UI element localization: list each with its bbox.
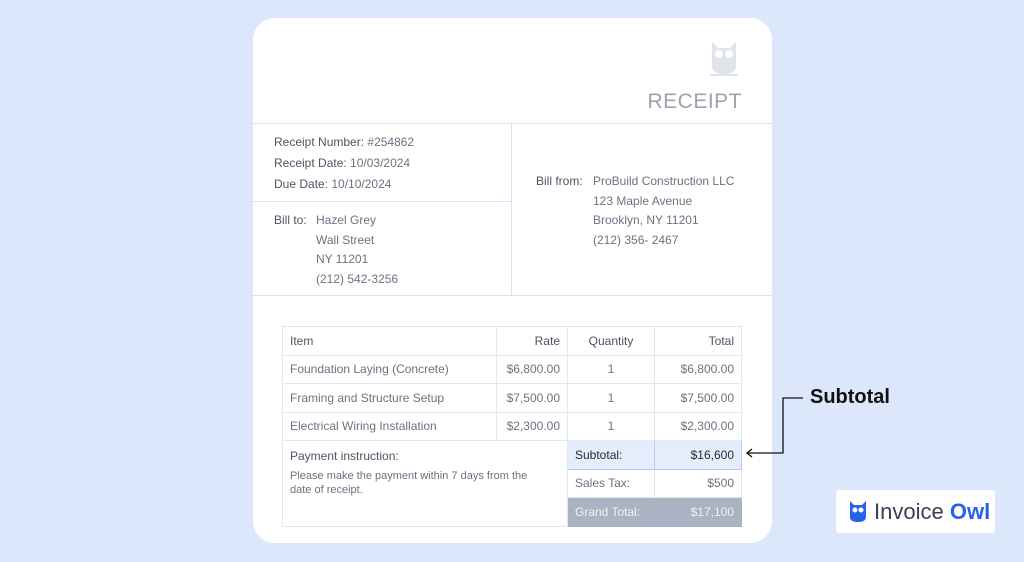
total: $7,500.00 — [654, 383, 742, 413]
item: Framing and Structure Setup — [282, 383, 497, 413]
payment-instruction: Payment instruction: Please make the pay… — [282, 440, 568, 527]
annotation-label: Subtotal — [810, 386, 890, 408]
table-row: Foundation Laying (Concrete) $6,800.00 1 $6… — [282, 354, 742, 384]
receipt-number: #254862 — [367, 135, 415, 149]
bill-to-line: Hazel Grey — [316, 213, 377, 227]
receipt-info: Receipt Number: #254862 Receipt Date: 10… — [253, 123, 512, 296]
receipt-card: RECEIPT Receipt Number: #254862 Receipt … — [253, 18, 772, 543]
grand-total-value: $17,100 — [654, 497, 742, 527]
rate: $6,800.00 — [496, 354, 568, 384]
bill-from-line: ProBuild Construction LLC — [593, 174, 735, 188]
subtotal-value: $16,600 — [654, 440, 742, 470]
due-date-label: Due Date: — [274, 177, 329, 191]
bill-from: Bill from: ProBuild Construction LLC 123… — [512, 123, 772, 296]
bill-to-line: (212) 542-3256 — [316, 272, 399, 286]
divider — [253, 201, 512, 202]
item: Electrical Wiring Installation — [282, 411, 497, 441]
receipt-title: RECEIPT — [647, 90, 742, 113]
payment-title: Payment instruction: — [290, 449, 399, 463]
total: $6,800.00 — [654, 354, 742, 384]
owl-logo-icon — [850, 500, 866, 522]
col-quantity: Quantity — [567, 326, 655, 356]
table-row: Electrical Wiring Installation $2,300.00 1… — [282, 411, 742, 441]
quantity: 1 — [567, 354, 655, 384]
rate: $2,300.00 — [496, 411, 568, 441]
table-row: Framing and Structure Setup $7,500.00 1 $7,… — [282, 383, 742, 413]
brand-name-a: Invoice — [874, 498, 944, 524]
col-item: Item — [282, 326, 497, 356]
bill-to-label: Bill to: — [274, 213, 307, 227]
invoice-owl-logo: Invoice Owl — [836, 490, 995, 533]
tax-label: Sales Tax: — [567, 468, 655, 498]
bill-to-line: NY 11201 — [316, 252, 369, 266]
quantity: 1 — [567, 411, 655, 441]
grand-total-row: Grand Total: $17,100 — [283, 497, 742, 527]
brand-name-b: Owl — [949, 498, 991, 524]
bill-from-line: (212) 356- 2467 — [593, 233, 679, 247]
subtotal-row: Payment instruction: Please make the pay… — [282, 440, 742, 527]
bill-to-line: Wall Street — [316, 233, 375, 247]
receipt-date-label: Receipt Date: — [274, 156, 347, 170]
payment-text: Please make the payment within 7 days fr… — [290, 470, 528, 496]
divider — [253, 123, 772, 124]
item: Foundation Laying (Concrete) — [282, 354, 497, 384]
receipt-date: 10/03/2024 — [350, 156, 411, 170]
quantity: 1 — [567, 383, 655, 413]
grand-total-label: Grand Total: — [567, 497, 655, 527]
tax-row: Sales Tax: $500 — [283, 468, 742, 498]
bill-from-line: Brooklyn, NY 11201 — [593, 213, 699, 227]
receipt-number-label: Receipt Number: — [274, 135, 365, 149]
due-date: 10/10/2024 — [331, 177, 392, 191]
annotation-arrow — [745, 397, 803, 458]
owl-icon — [710, 42, 738, 76]
col-total: Total — [654, 326, 742, 356]
total: $2,300.00 — [654, 411, 742, 441]
col-rate: Rate — [496, 326, 568, 356]
bill-from-line: 123 Maple Avenue — [593, 194, 693, 208]
table-header: Item Rate Quantity Total — [282, 326, 742, 356]
subtotal-label: Subtotal: — [567, 440, 655, 470]
tax-value: $500 — [654, 468, 742, 498]
bill-from-label: Bill from: — [536, 174, 583, 188]
items-table: Item Rate Quantity Total Foundation Layi… — [282, 326, 742, 527]
rate: $7,500.00 — [496, 383, 568, 413]
